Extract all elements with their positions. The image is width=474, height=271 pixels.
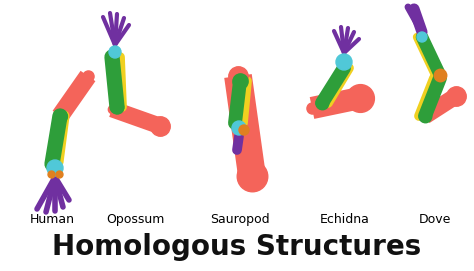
Text: Human: Human	[29, 213, 74, 226]
Text: Dove: Dove	[419, 213, 451, 226]
Circle shape	[47, 160, 63, 176]
Text: Opossum: Opossum	[106, 213, 164, 226]
Text: Sauropod: Sauropod	[210, 213, 270, 226]
Text: Homologous Structures: Homologous Structures	[52, 233, 422, 261]
Circle shape	[336, 54, 352, 70]
Text: Echidna: Echidna	[320, 213, 370, 226]
Circle shape	[232, 121, 246, 135]
Circle shape	[109, 46, 121, 58]
Circle shape	[417, 32, 427, 42]
Circle shape	[239, 125, 249, 135]
